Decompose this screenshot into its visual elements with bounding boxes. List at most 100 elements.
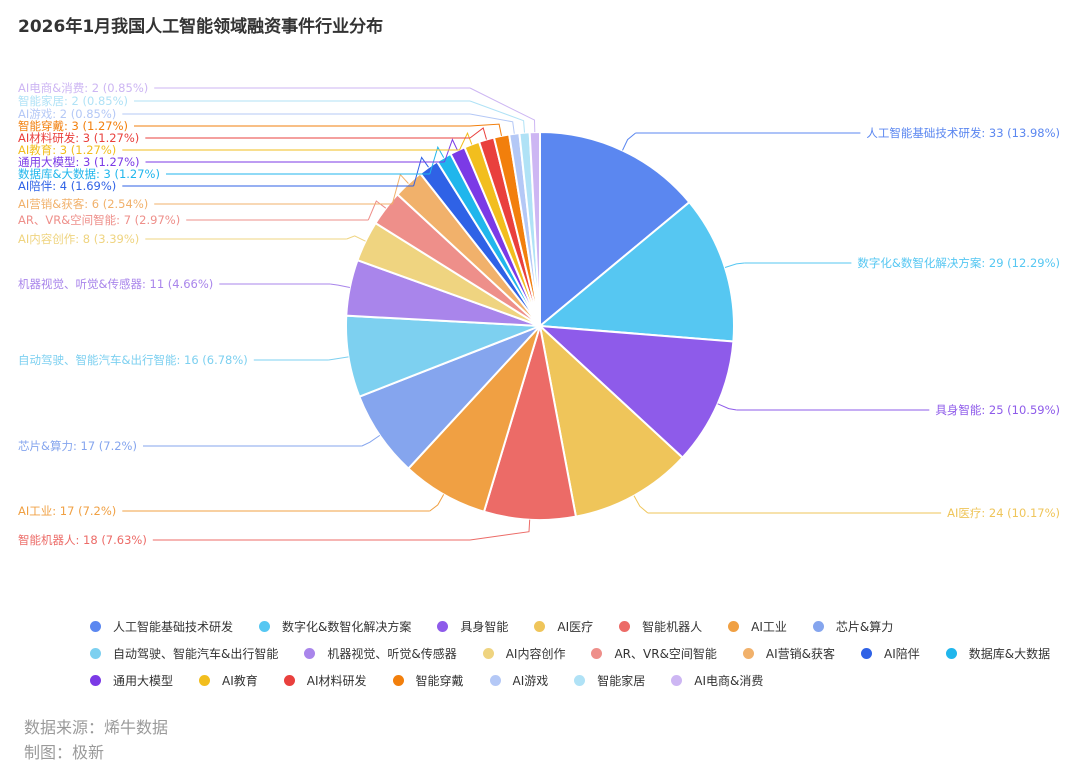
legend-item[interactable]: 数字化&数智化解决方案: [259, 618, 411, 635]
legend-swatch: [945, 648, 957, 659]
leader-line: [443, 138, 458, 163]
slice-data-label: AI内容创作: 8 (3.39%): [18, 232, 139, 246]
legend-item[interactable]: AI内容创作: [482, 645, 566, 662]
legend-item[interactable]: 芯片&算力: [812, 618, 894, 635]
legend-label: AI材料研发: [306, 674, 367, 688]
legend-label: 具身智能: [460, 620, 509, 634]
leader-line: [429, 145, 445, 175]
leader-line: [717, 403, 737, 411]
slice-data-label: 具身智能: 25 (10.59%): [935, 403, 1060, 417]
legend-item[interactable]: AI营销&获客: [742, 645, 836, 662]
legend-row: 通用大模型 AI教育 AI材料研发 智能穿戴 AI游戏 智能家居 AI电商&消费: [90, 672, 789, 689]
legend-swatch: [259, 621, 271, 632]
legend-label: 数据库&大数据: [968, 647, 1051, 661]
leader-line: [469, 127, 487, 140]
slice-data-label: AI电商&消费: 2 (0.85%): [18, 81, 148, 95]
legend-swatch: [489, 675, 501, 686]
legend-label: 数字化&数智化解决方案: [282, 620, 412, 634]
legend-label: 通用大模型: [113, 674, 174, 688]
pie-slices: [344, 130, 735, 521]
slice-data-label: AI营销&获客: 6 (2.54%): [18, 197, 148, 211]
pie-slice: [537, 200, 735, 343]
slice-data-label: 通用大模型: 3 (1.27%): [18, 155, 140, 169]
slice-data-label: 智能家居: 2 (0.85%): [18, 94, 128, 108]
legend-label: AI营销&获客: [765, 647, 836, 661]
pie-slice: [482, 325, 578, 521]
legend-item[interactable]: AI游戏: [489, 672, 549, 689]
legend-item[interactable]: AI教育: [199, 672, 258, 689]
leader-line: [429, 494, 445, 512]
legend-label: AR、VR&空间智能: [614, 647, 717, 661]
slice-data-label: 人工智能基础技术研发: 33 (13.98%): [866, 126, 1060, 140]
legend-row: 自动驾驶、智能汽车&出行智能 机器视觉、听觉&传感器 AI内容创作 AR、VR&空间智…: [90, 645, 1076, 662]
leader-line: [330, 283, 350, 288]
legend-item[interactable]: AI医疗: [534, 618, 593, 635]
legend-label: 智能穿戴: [415, 674, 464, 688]
pie-slice: [538, 323, 684, 518]
legend-swatch: [90, 648, 101, 659]
leader-line: [469, 100, 525, 133]
pie-leader-lines: [122, 87, 942, 541]
slice-data-label: 自动驾驶、智能汽车&出行智能: 16 (6.78%): [18, 353, 248, 367]
legend-swatch: [619, 621, 631, 632]
legend-item[interactable]: 智能家居: [574, 672, 645, 689]
legend-swatch: [437, 621, 449, 632]
legend-swatch: [304, 648, 316, 659]
legend-item[interactable]: AI工业: [728, 618, 787, 635]
leader-line: [391, 173, 409, 205]
legend-label: AI游戏: [512, 674, 549, 688]
leader-line: [413, 156, 429, 187]
legend-item[interactable]: AI电商&消费: [671, 672, 763, 689]
slice-data-label: AI教育: 3 (1.27%): [18, 143, 116, 157]
legend-swatch: [90, 675, 101, 686]
slice-data-label: AI医疗: 24 (10.17%): [947, 506, 1060, 520]
legend-swatch: [591, 648, 603, 659]
legend-item[interactable]: 数据库&大数据: [945, 645, 1051, 662]
leader-line: [724, 262, 745, 268]
legend-swatch: [742, 648, 754, 659]
legend-label: 机器视觉、听觉&传感器: [327, 647, 457, 661]
legend-label: AI电商&消费: [694, 674, 764, 688]
legend-label: AI医疗: [557, 620, 594, 634]
leader-line: [469, 113, 515, 134]
leader-line: [328, 356, 349, 361]
legend-item[interactable]: 自动驾驶、智能汽车&出行智能: [90, 645, 278, 662]
slice-data-label: 智能机器人: 18 (7.63%): [18, 533, 147, 547]
legend-label: 智能家居: [597, 674, 646, 688]
slice-data-label: 机器视觉、听觉&传感器: 11 (4.66%): [18, 277, 213, 291]
slice-data-label: AI陪伴: 4 (1.69%): [18, 179, 116, 193]
legend-swatch: [392, 675, 404, 686]
legend-label: 芯片&算力: [835, 620, 894, 634]
slice-data-label: AI工业: 17 (7.2%): [18, 504, 116, 518]
legend-swatch: [728, 621, 740, 632]
slice-data-label: 数字化&数智化解决方案: 29 (12.29%): [857, 256, 1060, 270]
leader-line: [469, 87, 536, 133]
legend-label: 自动驾驶、智能汽车&出行智能: [113, 647, 279, 661]
legend-swatch: [283, 675, 295, 686]
legend-item[interactable]: AR、VR&空间智能: [591, 645, 717, 662]
legend-item[interactable]: 智能机器人: [619, 618, 702, 635]
pie-chart: 人工智能基础技术研发: 33 (13.98%) 数字化&数智化解决方案: 29 (…: [18, 81, 1060, 547]
leader-line: [361, 434, 381, 447]
legend-item[interactable]: AI陪伴: [861, 645, 920, 662]
leader-line: [469, 123, 502, 136]
pie-data-labels: 人工智能基础技术研发: 33 (13.98%) 数字化&数智化解决方案: 29 (…: [18, 81, 1060, 547]
legend-item[interactable]: 智能穿戴: [392, 672, 464, 689]
pie-slice: [539, 130, 691, 329]
legend-swatch: [861, 648, 873, 659]
leader-line: [622, 132, 636, 151]
legend-item[interactable]: AI材料研发: [283, 672, 367, 689]
legend-label: AI工业: [751, 620, 787, 634]
legend-label: AI内容创作: [505, 647, 566, 661]
leader-line: [469, 519, 531, 541]
legend-swatch: [90, 621, 101, 632]
legend-swatch: [482, 648, 494, 659]
legend-item[interactable]: 具身智能: [437, 618, 508, 635]
legend-item[interactable]: 通用大模型: [90, 672, 173, 689]
slice-data-label: 数据库&大数据: 3 (1.27%): [18, 167, 160, 181]
slice-data-label: AI游戏: 2 (0.85%): [18, 107, 116, 121]
slice-data-label: 芯片&算力: 17 (7.2%): [18, 439, 137, 453]
slice-data-label: 智能穿戴: 3 (1.27%): [18, 119, 128, 133]
legend-item[interactable]: 人工智能基础技术研发: [90, 618, 233, 635]
legend-item[interactable]: 机器视觉、听觉&传感器: [304, 645, 457, 662]
